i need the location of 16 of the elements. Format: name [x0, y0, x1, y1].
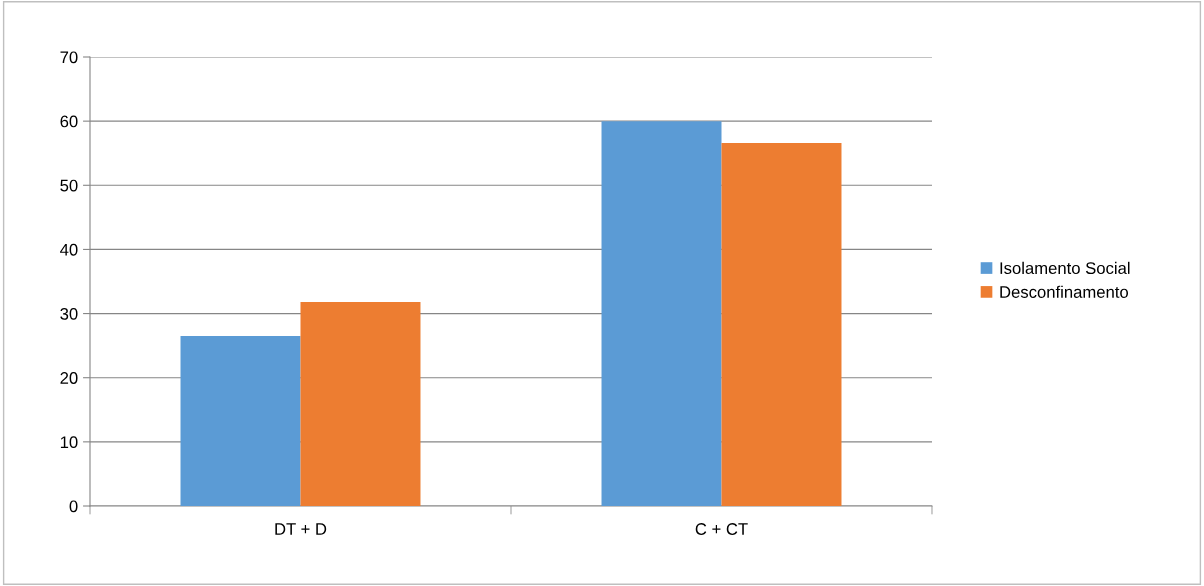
- y-tick-label: 70: [60, 51, 78, 64]
- legend-label: Desconfinamento: [1000, 285, 1129, 298]
- bar: [180, 336, 301, 506]
- y-tick-label: 60: [60, 115, 78, 128]
- y-tick-label: 40: [60, 243, 78, 256]
- bar: [601, 121, 722, 506]
- y-tick-label: 0: [69, 500, 78, 513]
- y-tick-label: 30: [60, 307, 78, 320]
- bar: [721, 142, 842, 506]
- y-tick-label: 20: [60, 372, 78, 384]
- y-tick-label: 10: [60, 436, 78, 449]
- x-tick-label: DT + D: [275, 523, 327, 535]
- legend-label: Isolamento Social: [1000, 261, 1130, 275]
- bar: [300, 302, 421, 506]
- y-tick-label: 50: [60, 179, 78, 192]
- x-tick-label: C + CT: [695, 523, 748, 535]
